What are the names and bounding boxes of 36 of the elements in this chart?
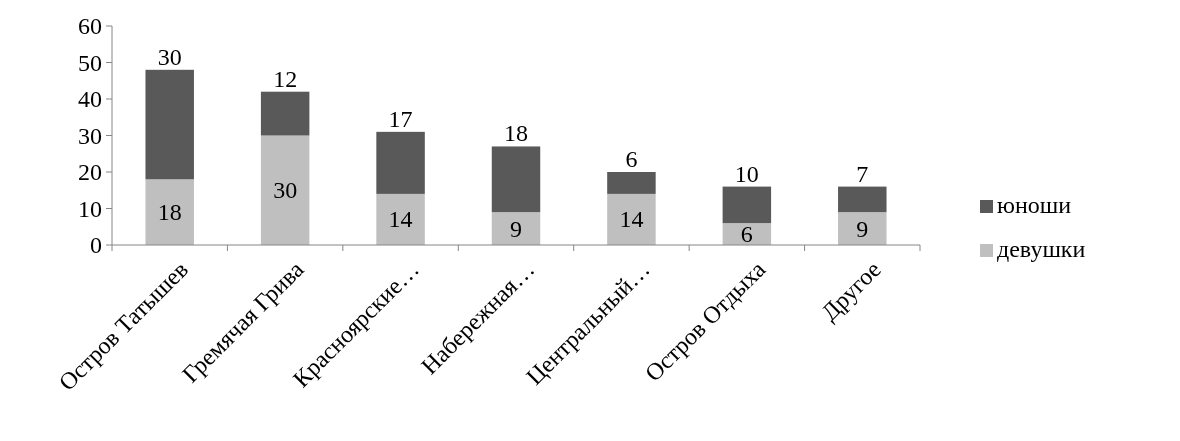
bar bbox=[145, 179, 194, 245]
bar bbox=[838, 212, 887, 245]
data-label: 7 bbox=[856, 160, 869, 187]
bar bbox=[607, 172, 656, 194]
y-tick-label: 30 bbox=[78, 122, 102, 149]
y-tick-label: 40 bbox=[78, 86, 102, 112]
data-label: 18 bbox=[157, 199, 182, 226]
y-tick-label: 20 bbox=[78, 159, 102, 185]
data-label: 17 bbox=[388, 105, 413, 132]
y-tick-label: 50 bbox=[78, 49, 102, 76]
bar bbox=[838, 186, 887, 213]
data-label: 10 bbox=[734, 160, 759, 187]
data-label: 6 bbox=[625, 146, 638, 172]
bar bbox=[491, 212, 541, 245]
data-label: 30 bbox=[157, 43, 182, 70]
data-label: 14 bbox=[619, 206, 644, 233]
data-label: 9 bbox=[856, 215, 869, 242]
bar bbox=[260, 91, 310, 136]
data-label: 18 bbox=[504, 120, 528, 147]
y-tick-label: 60 bbox=[78, 13, 102, 39]
y-tick-label: 10 bbox=[78, 195, 102, 222]
y-tick-label: 0 bbox=[90, 232, 102, 258]
bar bbox=[722, 186, 772, 224]
data-label: 14 bbox=[388, 206, 413, 233]
legend-label: девушки bbox=[997, 236, 1086, 262]
data-label: 30 bbox=[273, 177, 298, 204]
bar bbox=[491, 146, 541, 213]
data-label: 9 bbox=[510, 215, 522, 242]
legend-label: юноши bbox=[997, 192, 1072, 218]
bar bbox=[376, 193, 425, 245]
data-label: 6 bbox=[740, 221, 753, 248]
bar bbox=[145, 69, 194, 180]
bar bbox=[376, 131, 425, 194]
data-label: 12 bbox=[273, 65, 298, 92]
bar bbox=[260, 135, 310, 245]
bar bbox=[607, 193, 656, 245]
